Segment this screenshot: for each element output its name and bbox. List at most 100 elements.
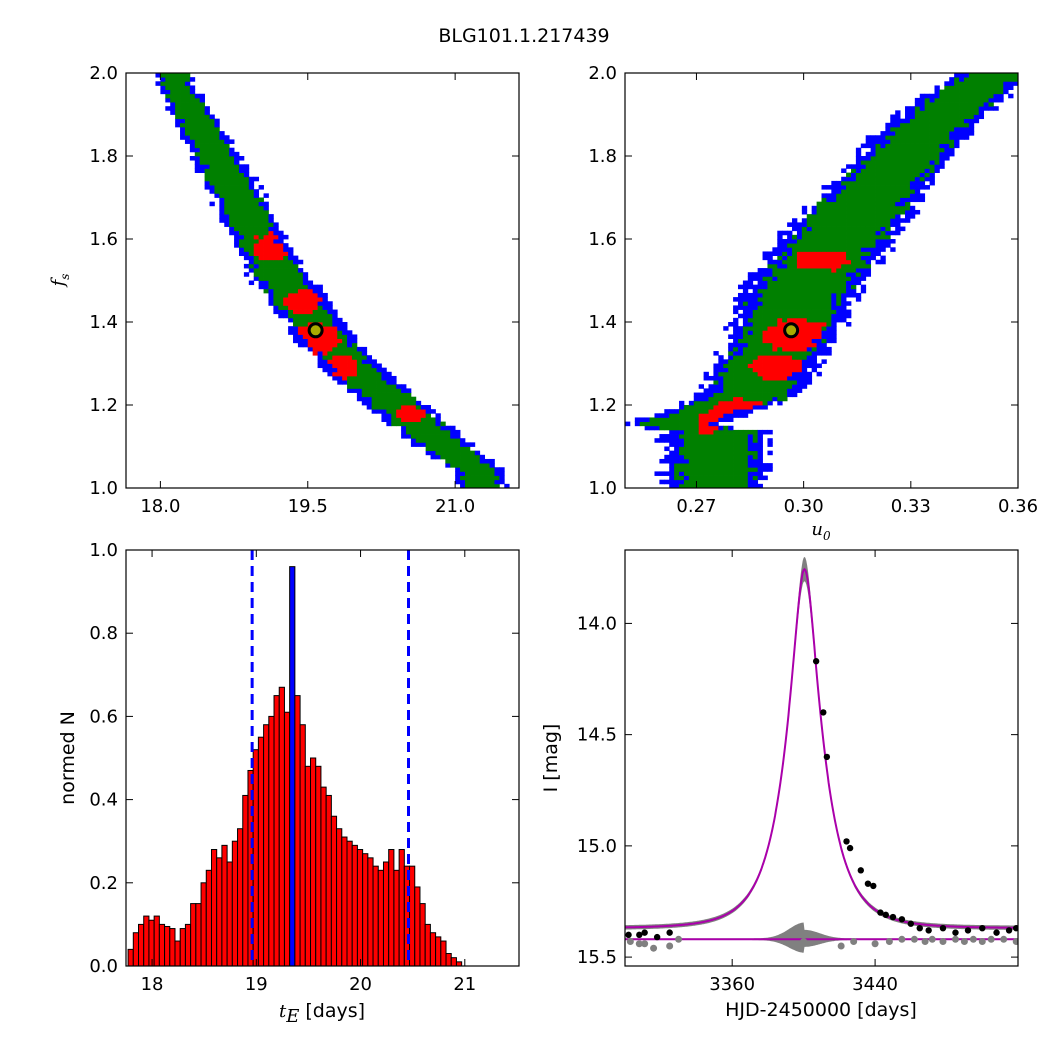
confidence-cell xyxy=(752,454,759,460)
confidence-cell xyxy=(229,209,235,215)
confidence-cell xyxy=(733,475,739,481)
confidence-cell xyxy=(855,239,862,244)
confidence-cell xyxy=(253,276,260,281)
confidence-cell xyxy=(425,429,431,435)
confidence-cell xyxy=(737,359,744,364)
confidence-cell xyxy=(767,297,773,302)
confidence-cell xyxy=(683,421,690,427)
confidence-cell xyxy=(777,247,783,252)
confidence-cell xyxy=(860,263,867,269)
confidence-cell xyxy=(733,346,739,352)
confidence-cell xyxy=(811,301,817,306)
confidence-cell xyxy=(263,247,269,252)
confidence-cell xyxy=(371,371,377,377)
confidence-cell xyxy=(180,106,186,111)
confidence-cell xyxy=(440,429,446,435)
histogram-bar xyxy=(440,940,447,966)
confidence-cell xyxy=(860,268,867,273)
confidence-cell xyxy=(924,156,930,161)
confidence-cell xyxy=(919,156,926,161)
confidence-cell xyxy=(821,251,827,256)
confidence-cell xyxy=(870,218,876,223)
confidence-cell xyxy=(238,156,245,161)
confidence-cell xyxy=(238,176,245,182)
confidence-cell xyxy=(796,380,803,385)
confidence-cell xyxy=(885,172,891,178)
confidence-cell xyxy=(752,301,759,306)
confidence-cell xyxy=(801,313,808,319)
confidence-cell xyxy=(317,297,323,302)
confidence-cell xyxy=(708,446,714,452)
confidence-cell xyxy=(909,180,916,186)
confidence-cell xyxy=(312,292,318,298)
confidence-cell xyxy=(703,434,709,439)
confidence-cell xyxy=(347,338,353,344)
confidence-cell xyxy=(238,239,245,244)
confidence-cell xyxy=(929,135,935,140)
confidence-cell xyxy=(939,131,945,136)
confidence-cell xyxy=(435,446,441,452)
confidence-cell xyxy=(949,89,955,95)
x-tick-label: 21 xyxy=(453,974,476,995)
confidence-cell xyxy=(826,226,832,232)
confidence-cell xyxy=(978,89,985,95)
confidence-cell xyxy=(777,239,783,244)
confidence-cell xyxy=(683,438,690,443)
confidence-cell xyxy=(831,255,837,261)
confidence-cell xyxy=(302,292,309,298)
confidence-cell xyxy=(450,438,456,443)
confidence-cell xyxy=(723,413,729,418)
confidence-cell xyxy=(268,297,274,302)
confidence-cell xyxy=(968,89,975,95)
confidence-cell xyxy=(327,309,333,315)
confidence-cell xyxy=(430,450,436,456)
confidence-cell xyxy=(772,280,778,286)
confidence-cell xyxy=(821,268,827,273)
confidence-cell xyxy=(728,483,734,488)
confidence-cell xyxy=(747,471,754,476)
confidence-cell xyxy=(806,214,813,219)
confidence-cell xyxy=(826,209,832,215)
confidence-cell xyxy=(777,359,783,364)
histogram-bar xyxy=(330,815,338,966)
confidence-cell xyxy=(801,218,808,223)
histogram-bar xyxy=(419,903,426,966)
confidence-cell xyxy=(831,305,837,310)
confidence-cell xyxy=(504,483,510,488)
confidence-cell xyxy=(801,326,808,331)
confidence-cell xyxy=(283,276,289,281)
confidence-cell xyxy=(949,85,955,90)
confidence-cell xyxy=(742,363,749,369)
confidence-cell xyxy=(713,375,719,381)
histogram-bar xyxy=(351,844,358,966)
confidence-cell xyxy=(811,276,817,281)
confidence-cell xyxy=(929,156,935,161)
x-tick-label: 3440 xyxy=(852,974,898,995)
confidence-cell xyxy=(293,317,299,323)
confidence-cell xyxy=(850,197,857,203)
confidence-cell xyxy=(875,259,881,265)
confidence-cell xyxy=(816,288,822,294)
confidence-cell xyxy=(669,442,675,447)
confidence-cell xyxy=(855,201,862,207)
confidence-cell xyxy=(836,201,842,207)
confidence-cell xyxy=(875,222,881,227)
confidence-cell xyxy=(885,201,891,207)
confidence-cell xyxy=(806,243,813,248)
confidence-cell xyxy=(934,164,940,169)
confidence-cell xyxy=(733,338,739,344)
confidence-cell xyxy=(718,367,724,373)
confidence-cell xyxy=(919,93,926,99)
confidence-cell xyxy=(263,263,269,269)
confidence-cell xyxy=(679,400,685,406)
confidence-cell xyxy=(219,218,225,223)
data-point xyxy=(857,867,864,874)
confidence-cell xyxy=(737,355,744,360)
confidence-cell xyxy=(401,400,407,406)
confidence-cell xyxy=(782,322,788,327)
confidence-cell xyxy=(366,405,373,410)
confidence-cell xyxy=(777,243,783,248)
confidence-cell xyxy=(821,272,827,277)
confidence-cell xyxy=(160,81,166,86)
confidence-cell xyxy=(415,405,422,410)
